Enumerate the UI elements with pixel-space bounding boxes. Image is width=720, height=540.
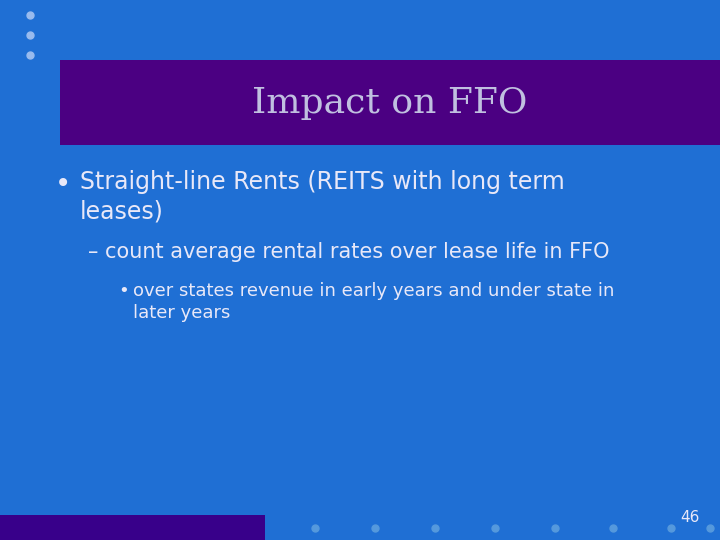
- Text: •: •: [55, 170, 71, 198]
- Text: •: •: [118, 282, 129, 300]
- Text: Impact on FFO: Impact on FFO: [252, 85, 528, 119]
- Text: – count average rental rates over lease life in FFO: – count average rental rates over lease …: [88, 242, 610, 262]
- Text: 46: 46: [680, 510, 700, 525]
- Text: Straight-line Rents (REITS with long term: Straight-line Rents (REITS with long ter…: [80, 170, 564, 194]
- Bar: [60, 60, 720, 145]
- Text: later years: later years: [133, 304, 230, 322]
- Text: leases): leases): [80, 200, 164, 224]
- Text: over states revenue in early years and under state in: over states revenue in early years and u…: [133, 282, 614, 300]
- Bar: [0, 515, 265, 540]
